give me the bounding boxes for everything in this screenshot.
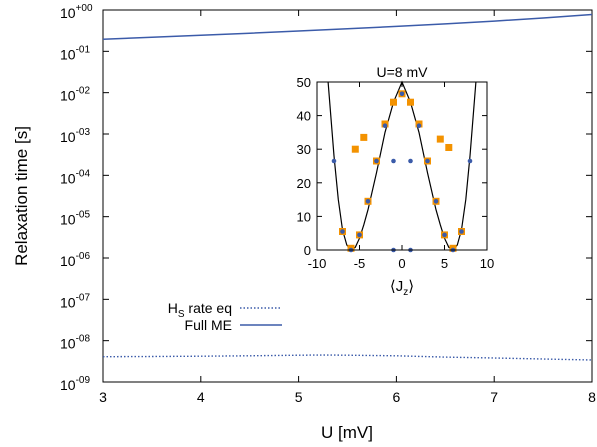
inset-plot: -10 -5 0 5 10 0 10 20 30 40 50 U=8 mV ⟨Jz⟩ (297, 64, 495, 298)
inset-dot-point (391, 158, 396, 164)
inset-square-point (445, 144, 453, 151)
inset-plot-background (317, 82, 487, 250)
legend-label-hs-rate-eq: HS rate eq (168, 300, 232, 320)
inset-x-tick-label: 0 (398, 256, 405, 271)
y-tick-label: 10-02 (60, 86, 90, 104)
series-line-hs-rate-eq (102, 354, 593, 361)
main-axis-ticks (102, 9, 593, 383)
x-tick-label: 7 (490, 389, 498, 405)
inset-x-tick-label: 10 (480, 256, 494, 271)
y-tick-label: 10-08 (60, 334, 90, 352)
x-tick-label: 8 (588, 389, 596, 405)
y-tick-label: 10-06 (60, 251, 90, 269)
inset-square-point (407, 98, 414, 106)
main-x-axis-label: U [mV] (321, 423, 373, 442)
inset-y-tick-label: 50 (297, 75, 311, 90)
inset-dot-point (382, 123, 388, 128)
x-tick-label: 5 (295, 389, 303, 405)
inset-x-tick-label: -10 (308, 256, 327, 271)
main-legend: HS rate eq Full ME (168, 300, 282, 333)
inset-dot-point (374, 158, 379, 164)
inset-y-tick-label: 20 (297, 176, 311, 191)
x-tick-label: 6 (393, 389, 401, 405)
inset-title: U=8 mV (377, 64, 429, 80)
inset-square-point (390, 98, 397, 106)
y-tick-label: 10-09 (60, 375, 90, 393)
y-tick-label: 10-05 (60, 210, 90, 228)
x-tick-label: 3 (99, 389, 107, 405)
inset-y-tick-label: 10 (297, 209, 311, 224)
inset-x-tick-label: -5 (354, 256, 366, 271)
inset-dot-point (467, 158, 473, 164)
inset-dot-point (425, 158, 430, 164)
main-plot-frame (102, 9, 593, 383)
legend-label-full-me: Full ME (185, 317, 232, 333)
y-tick-label: 10+00 (60, 3, 93, 21)
inset-square-point (360, 133, 368, 141)
inset-dot-point (442, 232, 447, 238)
main-tick-labels: 3 4 5 6 7 8 10+00 10-01 10-02 10-03 10-04 10-05 10-0… (60, 3, 596, 405)
main-y-axis-label: Relaxation time [s] (12, 126, 31, 266)
inset-dot-point (331, 158, 337, 164)
x-tick-label: 4 (197, 389, 205, 405)
inset-dot-point (408, 158, 413, 164)
inset-dot-point (357, 232, 362, 238)
inset-dot-point (399, 91, 405, 97)
inset-x-axis-label: ⟨Jz⟩ (390, 278, 414, 298)
inset-x-tick-label: 5 (441, 256, 448, 271)
inset-points (331, 90, 473, 253)
inset-tick-labels: -10 -5 0 5 10 0 10 20 30 40 50 (297, 75, 495, 271)
inset-dot-point (459, 229, 464, 234)
inset-square-point (351, 145, 359, 153)
inset-square-point (436, 135, 444, 143)
y-tick-label: 10-01 (60, 44, 90, 62)
inset-dot-point (416, 123, 422, 128)
inset-y-tick-label: 0 (304, 243, 311, 258)
series-line-full-me (102, 13, 593, 41)
y-tick-label: 10-03 (60, 127, 90, 145)
y-tick-label: 10-04 (60, 168, 90, 186)
inset-dot-point (340, 229, 345, 234)
inset-dot-point (365, 199, 371, 204)
inset-y-tick-label: 40 (297, 109, 311, 124)
inset-dot-point (433, 199, 439, 204)
main-series-lines (102, 13, 593, 361)
y-tick-label: 10-07 (60, 292, 90, 310)
inset-y-tick-label: 30 (297, 142, 311, 157)
inset-axis-ticks (316, 81, 488, 251)
